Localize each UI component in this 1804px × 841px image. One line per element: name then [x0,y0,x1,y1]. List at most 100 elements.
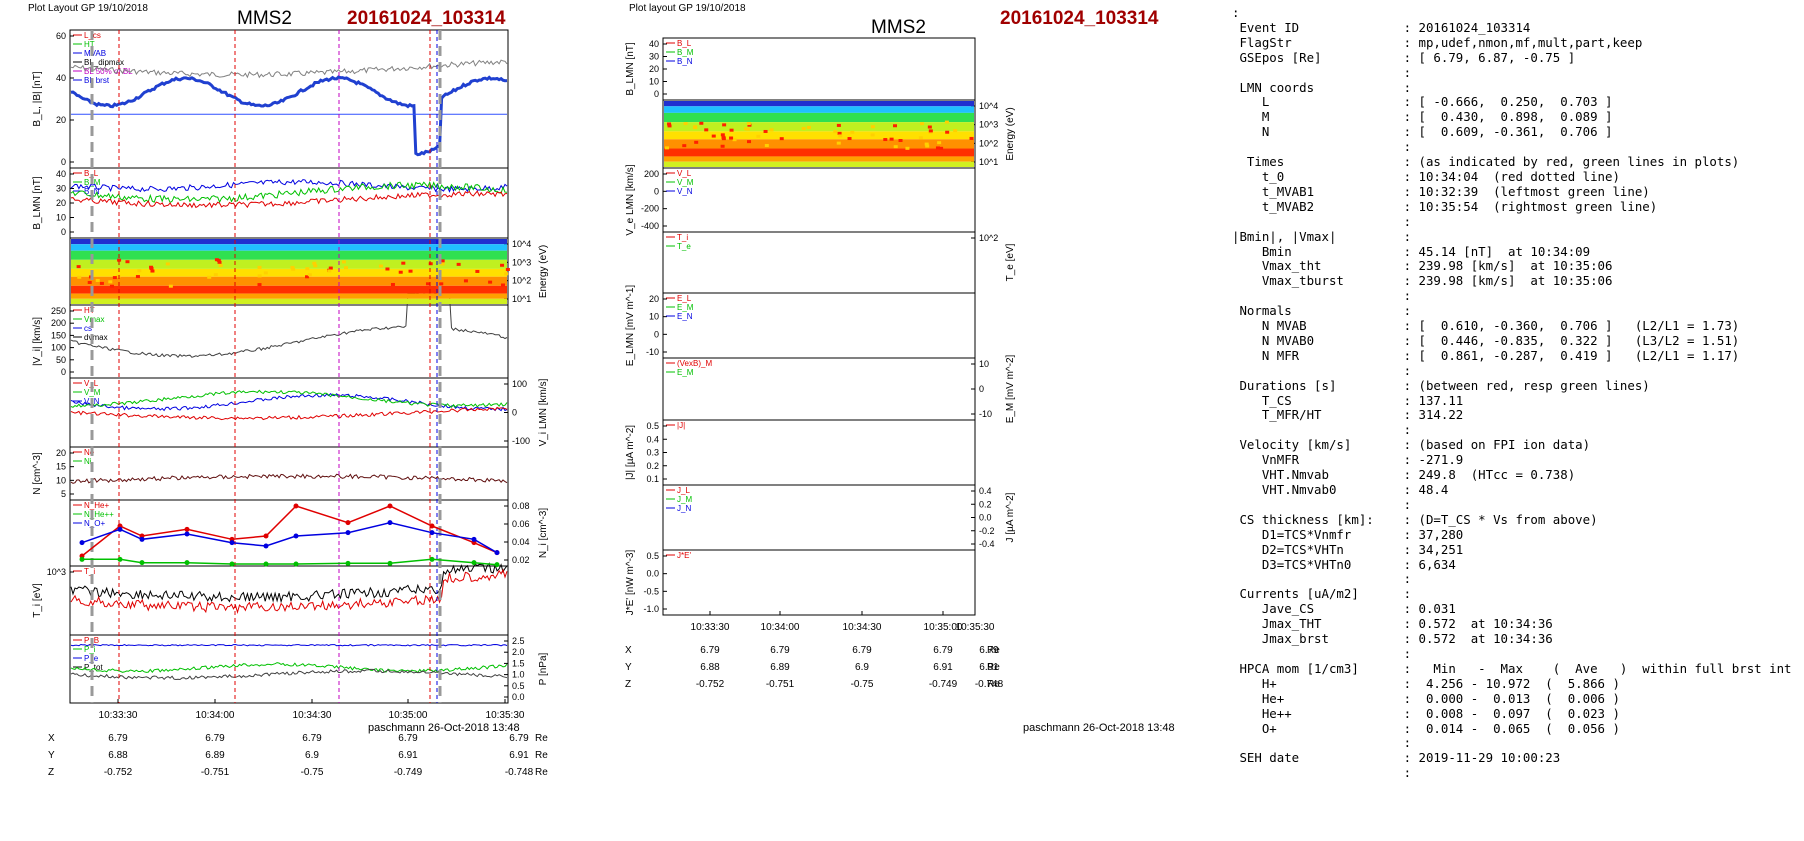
mid-spectrogram-cell [729,136,734,140]
mid-ylabel-right: Energy (eV) [1005,107,1016,160]
left-spectrogram-cell [108,280,113,284]
ion-data-point [494,550,500,556]
left-spectrogram-cell [428,262,433,266]
left-coord-value: -0.751 [201,767,230,778]
left-ylabel: T_i [eV] [32,583,43,618]
ion-data-point [387,503,393,509]
left-spectrogram-cell [440,262,445,266]
left-tick-left: 250 [51,306,66,316]
left-tick-right: 100 [512,379,527,389]
mid-spectrogram-cell [836,141,841,145]
left-spectrogram-cell [328,266,333,270]
left-spectrogram-band [71,276,507,286]
left-tick-left: 20 [56,115,66,125]
mid-tick-right: -0.4 [979,539,995,549]
mid-spectrogram-cell [850,130,855,134]
mid-tick-right: 10^4 [979,101,998,111]
left-coord-value: -0.752 [104,767,133,778]
left-ylabel-right: Energy (eV) [538,245,549,298]
left-spectrogram-cell [305,267,310,271]
left-series-line [70,178,508,193]
mid-tick-right: 10 [979,359,989,369]
mid-coord-unit: Re [987,679,1000,690]
left-spectrogram-cell [117,258,122,262]
left-spectrogram-cell [109,284,114,288]
left-tick-right: 1.5 [512,658,525,668]
left-tick-right: 10^4 [512,239,531,249]
left-footer: paschmann 26-Oct-2018 13:48 [368,722,520,734]
left-tick-right: 0.5 [512,681,525,691]
mid-spectrogram-cell [925,144,930,148]
mid-coord-label: Z [625,679,631,690]
left-coord-value: 6.79 [205,733,225,744]
left-spectrogram-band [71,298,507,304]
left-tick-left: 200 [51,318,66,328]
left-spectrogram-cell [150,269,155,273]
left-legend-label: MVAB [84,49,106,58]
left-series-line [70,662,508,674]
left-legend-label: HT [84,40,95,49]
left-spectrogram-cell [257,265,262,269]
left-event-title: 20161024_103314 [347,8,506,29]
mid-tick-left: -0.5 [643,586,659,596]
mid-spectrogram-cell [729,128,734,132]
mid-coord-value: 6.79 [700,645,720,656]
event-info-text: : Event ID : 20161024_103314 FlagStr : m… [1232,5,1792,781]
left-tick-right: 1.0 [512,670,525,680]
mid-ylabel: B_LMN [nT] [625,42,636,96]
mid-coord-value: -0.75 [851,679,874,690]
mid-coord-value: 6.79 [979,645,999,656]
left-spectrogram-cell [385,267,390,271]
mid-legend-label: E_M [677,368,694,377]
mid-spectrogram-cell [746,122,751,126]
mid-coord-value: -0.749 [929,679,958,690]
left-spectrogram-cell [504,272,509,276]
ion-data-point [494,562,500,568]
left-spectrogram-cell [95,278,100,282]
ion-data-point [229,540,235,546]
mid-tick-left: -1.0 [643,604,659,614]
left-series-line [70,406,508,421]
left-tick-left: 15 [56,462,66,472]
left-spectrogram-cell [475,269,480,273]
left-spectrogram-band [71,259,507,269]
mid-spectrogram-cell [883,138,888,142]
left-spectrogram-cell [408,269,413,273]
mid-legend-label: J_L [677,486,690,495]
mid-tick-right: 10^1 [979,157,998,167]
left-legend-label: B_L [84,169,99,178]
left-spectrogram-cell [218,263,223,267]
mid-spectrogram-cell [721,137,726,141]
mid-spectrogram-cell [833,130,838,134]
left-coord-value: 6.9 [305,750,319,761]
left-spectrogram-band [71,293,507,299]
mid-tick-left: 0.5 [646,421,659,431]
left-spectrogram-cell [425,282,430,286]
left-coord-value: 6.88 [108,750,128,761]
left-tick-left: 10^3 [47,567,66,577]
left-coord-value: -0.748 [505,767,534,778]
left-spectrogram-cell [257,283,262,287]
mid-tick-left: 0 [654,329,659,339]
mid-tick-left: -10 [646,347,659,357]
mid-spectrogram-cell [893,124,898,128]
mid-panel-frame [662,37,976,101]
left-legend-label: Vmax [84,315,104,324]
left-series-line [70,75,508,157]
mid-spectrogram-cell [847,137,852,141]
mid-spectrogram-band [664,161,974,167]
left-tick-left: 20 [56,198,66,208]
mid-spectrogram-cell [732,138,737,142]
mid-tick-left: 200 [644,169,659,179]
left-coord-unit: Re [535,733,548,744]
mid-spectrogram-cell [924,142,929,146]
mid-spectrogram-cell [837,131,842,135]
ion-data-point [117,556,123,562]
left-time-tick: 10:34:00 [196,710,235,721]
mid-tick-left: 0.5 [646,551,659,561]
left-legend-label: T_i [84,567,95,576]
mid-panel-frame [662,484,976,551]
mid-tick-left: 0.4 [646,434,659,444]
mid-spectrogram-cell [722,123,727,127]
left-legend-label: cs [84,324,92,333]
